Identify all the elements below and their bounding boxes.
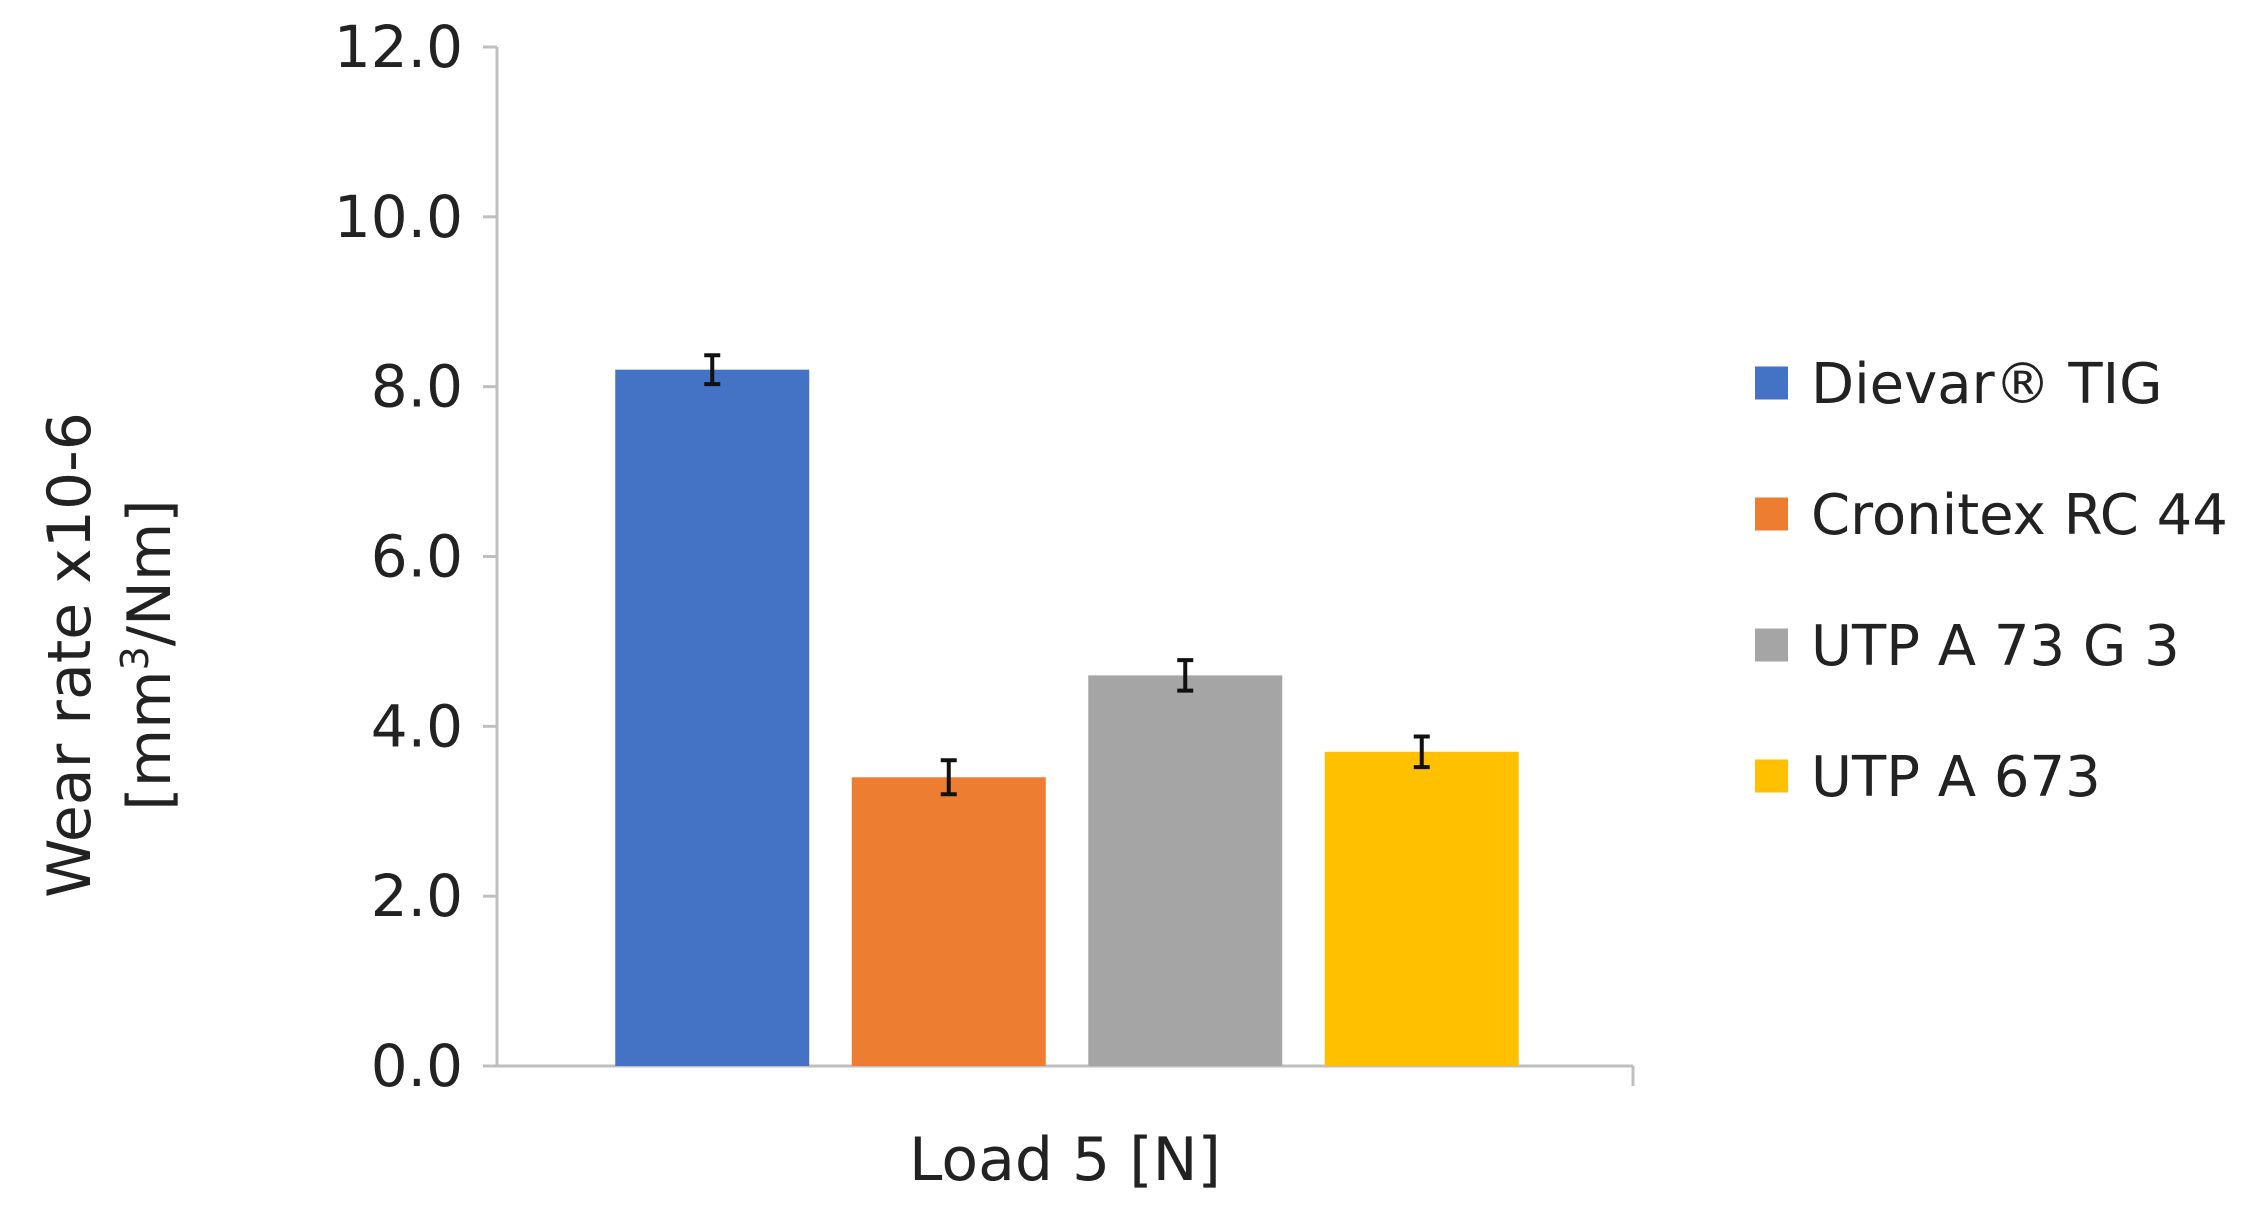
bar <box>851 777 1046 1066</box>
legend-swatch <box>1755 497 1788 531</box>
bar <box>1324 751 1519 1066</box>
y-tick-label: 0.0 <box>371 1032 463 1100</box>
legend-label: UTP A 73 G 3 <box>1811 614 2180 679</box>
legend-label: Cronitex RC 44 <box>1811 483 2228 548</box>
y-axis-title-line2: [mm3/Nm] <box>113 499 185 810</box>
y-tick-label: 12.0 <box>334 13 463 81</box>
error-bars-group <box>704 353 1430 797</box>
x-axis-title: Load 5 [N] <box>909 1125 1221 1195</box>
legend-label: UTP A 673 <box>1811 745 2101 810</box>
legend-swatch <box>1755 628 1788 662</box>
y-tick-label: 2.0 <box>371 862 463 930</box>
y-axis-unit-superscript: 3 <box>113 646 157 670</box>
y-tick-group: 0.0 2.0 4.0 6.0 8.0 10.0 12.0 <box>334 13 497 1100</box>
y-axis-title-line1: Wear rate x10-6 <box>35 412 105 898</box>
legend-swatch <box>1755 759 1788 793</box>
y-tick-label: 4.0 <box>371 692 463 760</box>
legend-swatch <box>1755 366 1788 400</box>
bar <box>615 369 810 1066</box>
legend: Dievar® TIG Cronitex RC 44 UTP A 73 G 3 UTP… <box>1755 352 2228 810</box>
y-tick-label: 6.0 <box>371 523 463 591</box>
y-tick-label: 8.0 <box>371 353 463 421</box>
y-tick-label: 10.0 <box>334 183 463 251</box>
plot-area: 0.0 2.0 4.0 6.0 8.0 10.0 12.0 <box>334 13 1635 1100</box>
bars-group <box>615 369 1519 1066</box>
legend-label: Dievar® TIG <box>1811 352 2163 417</box>
bar <box>1088 675 1283 1066</box>
y-axis-unit-suffix: /Nm] <box>115 499 185 646</box>
y-axis-unit-prefix: [mm <box>115 670 185 810</box>
y-axis-title: Wear rate x10-6 [mm3/Nm] <box>35 412 185 898</box>
